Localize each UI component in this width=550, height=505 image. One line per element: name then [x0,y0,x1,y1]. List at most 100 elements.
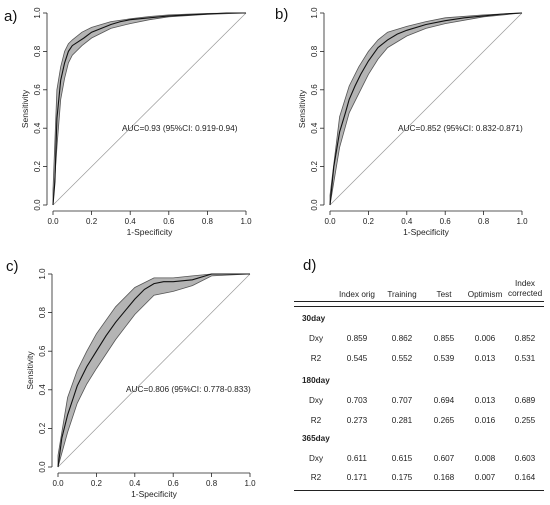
panel-label-a: a) [4,8,18,25]
x-tick-label: 1.0 [244,479,256,488]
table-cell: 0.615 [391,454,413,463]
y-tick-label: 0.2 [310,160,319,172]
table-cell: 0.603 [514,454,536,463]
table-cell: 0.539 [433,354,455,363]
x-axis-label: 1-Specificity [131,489,178,499]
x-tick-label: 0.0 [52,479,64,488]
row-metric: R2 [310,416,322,425]
row-metric: Dxy [308,396,324,405]
table-header: Index orig Training Test Optimism Index … [294,278,544,302]
auc-annotation: AUC=0.852 (95%CI: 0.832-0.871) [398,123,523,133]
row-metric: R2 [310,473,322,482]
x-tick-label: 0.4 [129,479,141,488]
table-cell: 0.859 [346,334,368,343]
confidence-band [329,12,523,206]
table-cell: 0.281 [391,416,413,425]
row-metric: Dxy [308,334,324,343]
x-tick-label: 0.0 [47,217,59,226]
table-cell: 0.164 [514,473,536,482]
y-tick-label: 1.0 [33,7,42,19]
table-cell: 0.689 [514,396,536,405]
table-cell: 0.013 [474,354,496,363]
x-tick-label: 0.8 [478,217,490,226]
y-axis-label: Sensitivity [20,89,30,128]
y-tick-label: 0.0 [33,199,42,211]
table-cell: 0.862 [391,334,413,343]
y-tick-label: 0.8 [38,306,47,318]
table-cell: 0.171 [346,473,368,482]
y-tick-label: 0.4 [33,122,42,134]
x-tick-label: 0.2 [86,217,98,226]
x-axis-label: 1-Specificity [403,227,450,237]
table-bottom-rule [294,490,544,491]
y-tick-label: 0.2 [38,422,47,434]
group-label-365day: 365day [302,434,330,443]
reference-diagonal [57,273,251,468]
y-tick-label: 0.8 [310,45,319,57]
table-cell: 0.545 [346,354,368,363]
table-top-rule [294,301,544,302]
table-cell: 0.852 [514,334,536,343]
table-cell: 0.703 [346,396,368,405]
table-cell: 0.168 [433,473,455,482]
table-header-rule [294,306,544,307]
table-cell: 0.607 [433,454,455,463]
table-cell: 0.707 [391,396,413,405]
y-tick-label: 0.0 [38,461,47,473]
table-cell: 0.013 [474,396,496,405]
table-cell: 0.611 [347,454,367,463]
x-tick-label: 0.2 [363,217,375,226]
table-cell: 0.016 [474,416,496,425]
y-axis-label: Sensitivity [25,351,35,390]
y-tick-label: 0.0 [310,199,319,211]
x-axis-label: 1-Specificity [127,227,174,237]
y-tick-label: 1.0 [310,7,319,19]
header-index-corrected: Index corrected [508,279,543,298]
y-tick-label: 0.6 [310,84,319,96]
x-tick-label: 0.2 [91,479,103,488]
y-tick-label: 0.4 [38,384,47,396]
y-tick-label: 1.0 [38,268,47,280]
table-cell: 0.255 [514,416,536,425]
roc-chart-a: 0.0 0.2 0.4 0.6 0.8 1.0 0.0 0.2 0.4 0.6 0.8 1.0 1-Sp… [20,7,252,237]
panel-label-c: c) [6,258,19,275]
roc-curve [329,12,523,206]
header-training: Training [387,290,417,299]
table-cell: 0.531 [514,354,536,363]
auc-annotation: AUC=0.93 (95%CI: 0.919-0.94) [122,123,238,133]
x-tick-label: 0.4 [401,217,413,226]
y-tick-label: 0.8 [33,45,42,57]
y-tick-label: 0.6 [38,345,47,357]
reference-diagonal [52,12,247,206]
x-tick-label: 0.6 [440,217,452,226]
row-metric: Dxy [308,454,324,463]
table-cell: 0.552 [391,354,413,363]
x-tick-label: 0.0 [324,217,336,226]
header-test: Test [436,290,452,299]
table-cell: 0.008 [474,454,496,463]
y-tick-label: 0.4 [310,122,319,134]
x-tick-label: 1.0 [516,217,528,226]
auc-annotation: AUC=0.806 (95%CI: 0.778-0.833) [126,384,251,394]
table-cell: 0.175 [391,473,413,482]
roc-curve [57,273,250,468]
y-tick-label: 0.6 [33,84,42,96]
table-cell: 0.007 [474,473,496,482]
table-cell: 0.694 [433,396,455,405]
table-cell: 0.273 [346,416,368,425]
x-tick-label: 0.8 [202,217,214,226]
table-cell: 0.006 [474,334,496,343]
x-tick-label: 0.4 [125,217,137,226]
confidence-band [52,12,247,206]
header-index-orig: Index orig [339,290,375,299]
group-label-180day: 180day [302,376,330,385]
y-tick-label: 0.2 [33,160,42,172]
x-tick-label: 0.6 [163,217,175,226]
table-cell: 0.855 [433,334,455,343]
panel-label-d: d) [303,257,317,274]
reference-diagonal [329,12,523,206]
x-tick-label: 1.0 [240,217,252,226]
x-tick-label: 0.8 [206,479,218,488]
panel-label-b: b) [275,6,289,23]
x-tick-label: 0.6 [168,479,180,488]
